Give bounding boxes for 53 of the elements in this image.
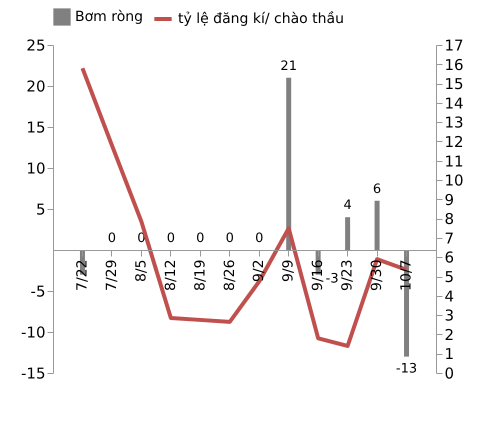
y2-tick-label: 7 <box>444 229 454 248</box>
y2-tick-label: 10 <box>444 172 464 190</box>
data-label: 21 <box>280 58 297 74</box>
legend-label: tỷ lệ đăng kí/ chào thầu <box>178 11 344 27</box>
data-label: 0 <box>166 231 175 246</box>
data-label: 4 <box>343 198 352 214</box>
x-tick-label: 8/19 <box>192 260 208 291</box>
y2-tick-label: 0 <box>444 364 454 382</box>
x-tick-label: 10/7 <box>398 260 415 291</box>
y2-tick-label: 11 <box>444 152 464 170</box>
x-tick-label: 9/9 <box>280 260 297 282</box>
bar <box>286 78 292 250</box>
x-tick-label: 9/16 <box>310 259 326 291</box>
y2-tick-label: 15 <box>444 75 464 94</box>
legend-label: Bơm ròng <box>75 9 144 25</box>
y2-tick-label: 14 <box>444 94 464 112</box>
y-tick-label: -5 <box>30 282 46 300</box>
x-tick-label: 9/23 <box>340 260 356 291</box>
y2-tick-label: 5 <box>444 268 454 286</box>
y2-tick-label: 1 <box>444 345 454 364</box>
y2-tick-label: 17 <box>444 36 464 54</box>
x-tick-label: 9/30 <box>369 260 386 291</box>
y2-tick-label: 6 <box>444 248 454 267</box>
y2-tick-label: 13 <box>444 114 464 132</box>
y-tick-label: 25 <box>26 36 46 54</box>
data-label: 0 <box>196 231 204 246</box>
y-tick-label: -15 <box>21 364 46 382</box>
bar <box>374 200 380 250</box>
data-label: 6 <box>372 182 382 197</box>
x-tick-label: 8/12 <box>162 260 179 291</box>
y2-tick-label: 3 <box>444 306 454 325</box>
bar <box>345 217 350 250</box>
y2-tick-label: 8 <box>444 210 454 228</box>
x-tick-label: 8/26 <box>222 259 238 291</box>
x-tick-label: 7/22 <box>74 260 90 291</box>
x-tick-label: 9/2 <box>251 260 268 282</box>
data-label: 0 <box>226 231 234 246</box>
y-tick-label: 15 <box>26 118 46 136</box>
y2-tick-label: 12 <box>444 132 464 151</box>
data-label: -13 <box>396 362 418 377</box>
data-label: 0 <box>108 231 116 246</box>
y-tick-label: 10 <box>26 160 46 178</box>
y-tick-label: -10 <box>21 324 46 342</box>
y-tick-label: 5 <box>36 200 46 218</box>
data-label: -3 <box>326 272 339 287</box>
y2-tick-label: 2 <box>444 326 454 344</box>
x-tick-label: 7/29 <box>104 260 120 291</box>
data-label: 0 <box>255 231 264 246</box>
x-tick-label: 8/5 <box>133 260 150 282</box>
y2-tick-label: 4 <box>444 287 454 306</box>
y2-tick-label: 16 <box>444 56 464 74</box>
y-tick-label: 20 <box>26 78 46 96</box>
y2-tick-label: 9 <box>444 190 454 209</box>
